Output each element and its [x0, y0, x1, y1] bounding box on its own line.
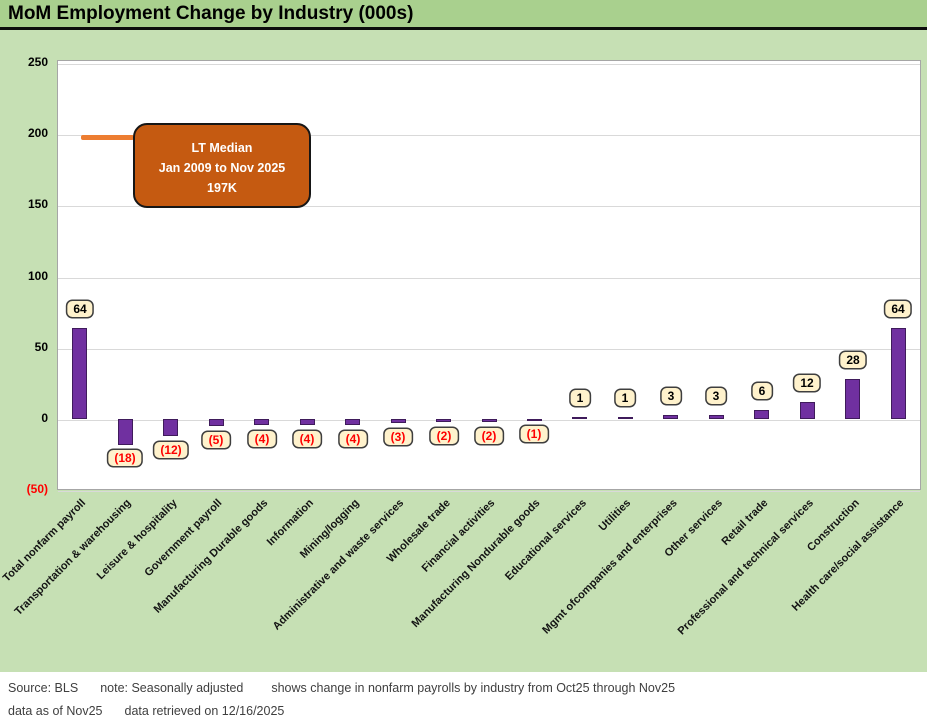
bar: [618, 417, 633, 419]
annotation-line-1: LT Median: [191, 141, 253, 155]
y-tick-label: (50): [26, 482, 48, 496]
bar-value-label: 1: [614, 389, 636, 407]
y-tick-label: 200: [27, 126, 48, 140]
bar-value-label: 28: [839, 351, 867, 369]
bar: [800, 402, 815, 419]
bar: [527, 419, 542, 421]
bar-value-label: (5): [201, 431, 231, 449]
bar: [709, 415, 724, 419]
bar: [891, 328, 906, 419]
bar: [163, 419, 178, 436]
x-category-label: Utilities: [596, 497, 634, 534]
x-category-label: Government payroll: [142, 497, 225, 579]
bar-value-label: 64: [884, 300, 912, 318]
bar: [300, 419, 315, 425]
bar-value-label: (4): [338, 430, 368, 448]
gridline: [58, 491, 920, 492]
bar: [254, 419, 269, 425]
bar-value-label: 3: [660, 387, 682, 405]
median-line-segment: [81, 135, 134, 140]
y-tick-label: 50: [34, 340, 48, 354]
footnote-line-1: Source: BLS note: Seasonally adjusted show…: [8, 681, 675, 695]
bar-value-label: (12): [153, 441, 189, 459]
bar: [482, 419, 497, 422]
bar-value-label: (1): [519, 425, 549, 443]
bar-value-label: (2): [474, 427, 504, 445]
footnote-line-2: data as of Nov25 data retrieved on 12/16/…: [8, 704, 284, 718]
note-text: note: Seasonally adjusted: [100, 681, 244, 695]
gridline: [58, 64, 920, 65]
annotation-line-3: 197K: [207, 181, 237, 195]
employment-chart: MoM Employment Change by Industry (000s)…: [0, 0, 927, 672]
chart-title: MoM Employment Change by Industry (000s): [8, 3, 414, 24]
bar: [436, 419, 451, 422]
bar-value-label: 12: [793, 374, 821, 392]
y-tick-label: 150: [27, 197, 48, 211]
gridline: [58, 278, 920, 279]
y-tick-label: 100: [27, 269, 48, 283]
bar: [72, 328, 87, 419]
bar-value-label: 1: [569, 389, 591, 407]
bar: [345, 419, 360, 425]
as-of-text: data as of Nov25: [8, 704, 103, 718]
x-category-label: Educational services: [502, 497, 589, 583]
bar: [391, 419, 406, 423]
bar-value-label: 6: [751, 382, 773, 400]
bar-value-label: 64: [66, 300, 94, 318]
bar-value-label: (3): [383, 428, 413, 446]
bar: [845, 379, 860, 419]
x-category-label: Total nonfarm payroll: [1, 497, 89, 585]
bar-value-label: (18): [107, 449, 143, 467]
bar-value-label: (2): [429, 427, 459, 445]
source-text: Source: BLS: [8, 681, 79, 695]
gridline: [58, 206, 920, 207]
y-tick-label: 250: [27, 55, 48, 69]
bar-value-label: 3: [705, 387, 727, 405]
gridline: [58, 135, 920, 136]
description-text: shows change in nonfarm payrolls by indu…: [271, 681, 676, 695]
bar: [118, 419, 133, 445]
annotation-line-2: Jan 2009 to Nov 2025: [158, 161, 286, 175]
bar: [209, 419, 224, 426]
median-annotation-callout: LT Median Jan 2009 to Nov 2025 197K: [133, 123, 311, 208]
gridline: [58, 349, 920, 350]
chart-title-bar: MoM Employment Change by Industry (000s): [0, 0, 927, 30]
chart-footnotes: Source: BLS note: Seasonally adjusted show…: [0, 672, 931, 721]
bar: [663, 415, 678, 419]
retrieved-text: data retrieved on 12/16/2025: [124, 704, 285, 718]
y-tick-label: 0: [41, 411, 48, 425]
x-category-label: Leisure & hospitality: [94, 497, 180, 582]
bar-value-label: (4): [247, 430, 277, 448]
bar: [572, 417, 587, 419]
bar-value-label: (4): [292, 430, 322, 448]
bar: [754, 410, 769, 419]
